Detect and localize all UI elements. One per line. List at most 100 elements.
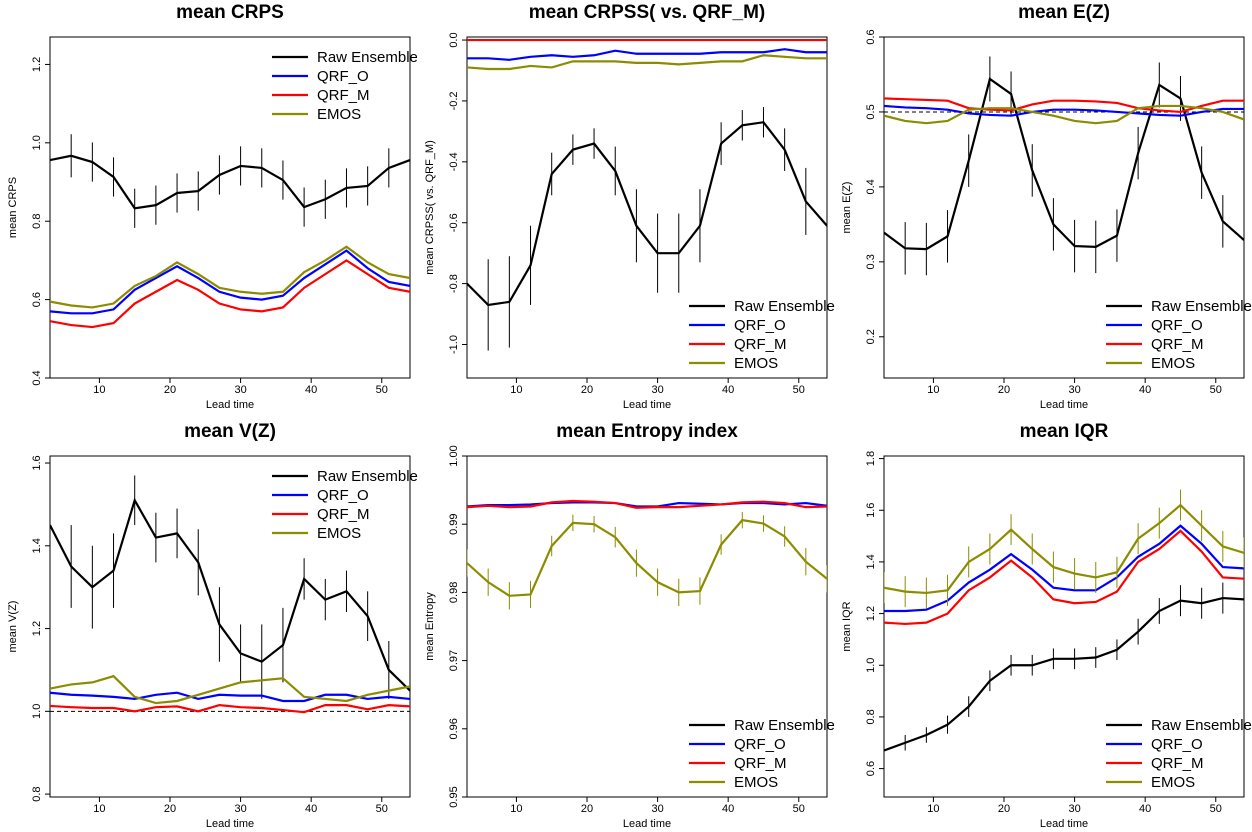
y-axis-label: mean CRPSS( vs. QRF_M) [424,140,436,274]
plot-frame [883,455,1245,798]
series-line [50,259,410,329]
legend-label: QRF_O [317,487,369,504]
chart-title: mean Entropy index [556,421,738,442]
legend-label: QRF_O [734,317,786,334]
x-tick-label: 50 [376,384,388,396]
x-axis-label: Lead time [206,399,254,411]
x-tick-label: 20 [164,384,176,396]
y-tick-label: -0.4 [448,152,460,171]
y-axis-label: mean E(Z) [841,182,853,234]
y-tick-label: 0.6 [865,29,877,44]
legend-label: EMOS [317,106,361,123]
series-line [50,704,410,714]
chart-title: mean CRPSS( vs. QRF_M) [529,2,766,23]
y-tick-label: 0.96 [448,718,460,739]
x-tick-label: 30 [234,384,246,396]
series-line [884,503,1244,595]
legend-label: QRF_O [1151,736,1203,753]
legend-label: Raw Ensemble [1151,298,1252,315]
series-line [50,691,410,703]
y-tick-label: 0.95 [448,786,460,807]
legend-label: EMOS [1151,774,1195,791]
series-line [884,77,1244,251]
plot-frame [466,455,828,798]
panel: mean IQR Lead time mean IQR 10 20 30 40 50 0.6 0.… [841,421,1252,830]
x-tick-label: 50 [793,803,805,815]
series-line [467,54,827,71]
legend-label: QRF_M [734,755,787,772]
panel: mean Entropy index Lead time mean Entropy 1… [424,421,835,830]
series-line [467,499,827,509]
x-tick-label: 30 [651,803,663,815]
y-tick-label: 0.6 [865,761,877,776]
plot-area [50,475,410,720]
series-line [467,48,827,61]
x-tick-label: 40 [305,384,317,396]
y-tick-label: 0.5 [865,104,877,119]
x-axis-label: Lead time [1040,818,1088,830]
plot-area [884,489,1244,759]
panel: mean V(Z) Lead time mean V(Z) 10 20 30 40 50 0.8… [7,421,418,830]
series-line [50,249,410,315]
legend-label: Raw Ensemble [317,468,418,485]
series-line [467,121,827,307]
y-tick-label: 0.8 [865,709,877,724]
legend-label: Raw Ensemble [734,717,835,734]
x-tick-label: 10 [927,384,939,396]
legend-label: QRF_O [317,68,369,85]
x-tick-label: 30 [1068,384,1080,396]
y-tick-label: 1.2 [31,621,43,636]
y-tick-label: -0.2 [448,91,460,110]
panel: mean CRPS Lead time mean CRPS 10 20 30 40 50 0.4… [7,2,418,411]
y-tick-label: 0.97 [448,650,460,671]
y-tick-label: 0.3 [865,254,877,269]
y-tick-label: -1.0 [448,335,460,354]
x-tick-label: 30 [651,384,663,396]
x-tick-label: 10 [93,803,105,815]
x-tick-label: 40 [1139,384,1151,396]
legend-label: QRF_M [1151,336,1204,353]
legend-label: QRF_M [317,87,370,104]
x-tick-label: 20 [164,803,176,815]
y-axis-label: mean Entropy [424,592,436,661]
y-tick-label: -0.6 [448,213,460,232]
series-line [884,104,1244,125]
series-line [467,518,827,597]
x-tick-label: 50 [1210,803,1222,815]
chart-title: mean CRPS [176,2,284,23]
series-line [50,245,410,309]
y-axis-label: mean V(Z) [7,601,19,653]
legend-label: EMOS [1151,355,1195,372]
plot-area [467,499,827,610]
x-tick-label: 30 [1068,803,1080,815]
x-axis-label: Lead time [623,818,671,830]
x-axis-label: Lead time [206,818,254,830]
chart-title: mean V(Z) [184,421,276,442]
x-tick-label: 20 [998,803,1010,815]
series-line [50,154,410,210]
panel: mean CRPSS( vs. QRF_M) Lead time mean CRPS… [424,2,835,411]
y-tick-label: 1.6 [865,503,877,518]
y-tick-label: -0.8 [448,274,460,293]
legend-label: Raw Ensemble [734,298,835,315]
series-line [884,104,1244,117]
x-tick-label: 40 [722,803,734,815]
y-tick-label: 1.4 [865,554,877,569]
series-line [50,497,410,692]
x-tick-label: 10 [93,384,105,396]
x-axis-label: Lead time [1040,399,1088,411]
x-tick-label: 50 [793,384,805,396]
y-tick-label: 1.0 [31,704,43,719]
plot-area [467,38,827,351]
y-tick-label: 1.2 [865,606,877,621]
x-tick-label: 40 [305,803,317,815]
legend-label: EMOS [734,355,778,372]
legend-label: Raw Ensemble [317,49,418,66]
y-tick-label: 1.00 [448,445,460,466]
series-line [884,596,1244,752]
legend-label: QRF_M [1151,755,1204,772]
x-tick-label: 50 [1210,384,1222,396]
series-line [50,674,410,705]
y-tick-label: 0.8 [31,214,43,229]
